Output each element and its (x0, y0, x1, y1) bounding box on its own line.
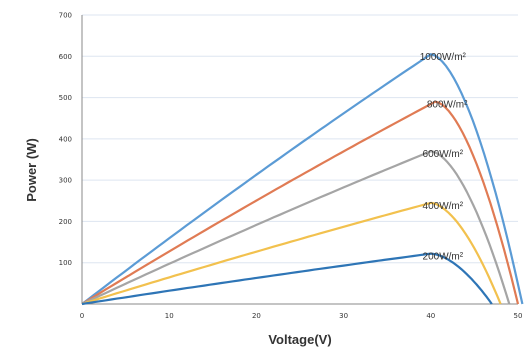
series-line (81, 150, 511, 305)
series-lines (81, 53, 524, 306)
y-tick-label: 300 (59, 177, 72, 185)
x-tick-label: 20 (252, 312, 261, 320)
x-tick-label: 50 (514, 312, 523, 320)
axes: 100 200 300 400 500 600 700 0 10 20 30 40 50 (59, 12, 523, 321)
y-tick-label: 400 (59, 135, 72, 143)
grid (82, 14, 518, 264)
series-label: 200W/m² (423, 252, 464, 263)
x-tick-label: 30 (339, 312, 348, 320)
series-line (81, 252, 493, 306)
x-tick-label: 0 (80, 312, 84, 320)
y-axis-title: Power (W) (24, 138, 39, 202)
y-tick-label: 600 (59, 53, 72, 61)
x-axis-title: Voltage(V) (268, 332, 331, 347)
series-line (81, 53, 524, 305)
y-tick-label: 100 (59, 259, 72, 267)
y-tick-label: 700 (59, 12, 72, 20)
series-label: 1000W/m² (420, 52, 467, 63)
y-tick-label: 200 (59, 218, 72, 226)
series-line (81, 201, 502, 306)
series-label: 600W/m² (423, 149, 464, 160)
x-tick-label: 10 (165, 312, 174, 320)
series-label: 400W/m² (423, 201, 464, 212)
x-tick-label: 40 (426, 312, 435, 320)
series-labels: 1000W/m² 800W/m² 600W/m² 400W/m² 200W/m² (420, 52, 468, 262)
series-line (81, 100, 520, 305)
series-label: 800W/m² (427, 100, 468, 111)
y-tick-label: 500 (59, 94, 72, 102)
